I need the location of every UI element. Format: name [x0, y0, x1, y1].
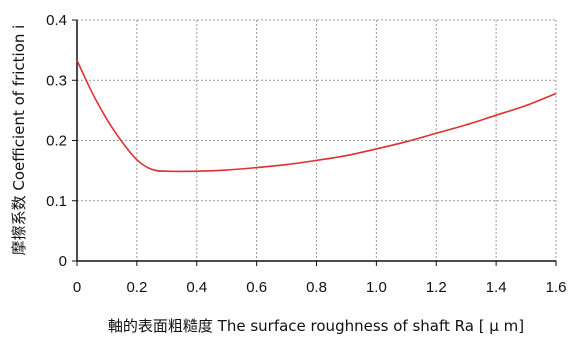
- y-tick-label: 0.1: [46, 193, 67, 210]
- grid: [77, 19, 557, 261]
- x-tick-label: 0.8: [306, 279, 327, 296]
- y-tick-label: 0: [59, 253, 67, 270]
- y-tick-label: 0.2: [46, 133, 67, 150]
- x-tick-label: 1.0: [366, 279, 387, 296]
- y-tick-label: 0.4: [46, 12, 67, 29]
- series-line-0: [76, 60, 557, 173]
- y-axis-title: 摩擦系数 Coefficient of friction i: [10, 25, 28, 256]
- x-tick-label: 0.2: [126, 279, 147, 296]
- x-tick-label: 1.2: [426, 279, 447, 296]
- x-tick-label: 1.6: [546, 279, 567, 296]
- axes: [72, 19, 557, 266]
- y-tick-labels: 0 0.1 0.2 0.3 0.4: [46, 12, 67, 270]
- x-tick-labels: 0 0.2 0.4 0.6 0.8 1.0 1.2 1.4 1.6: [73, 279, 567, 296]
- series-group: [76, 60, 557, 173]
- y-tick-label: 0.3: [46, 72, 67, 89]
- x-tick-label: 1.4: [486, 279, 507, 296]
- x-tick-label: 0.4: [186, 279, 207, 296]
- x-tick-label: 0: [73, 279, 81, 296]
- x-tick-label: 0.6: [246, 279, 267, 296]
- x-axis-title: 軸的表面粗糙度 The surface roughness of shaft R…: [108, 317, 524, 335]
